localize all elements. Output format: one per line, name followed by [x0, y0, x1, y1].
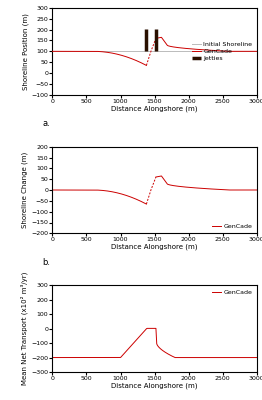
GenCade [222, 49, 225, 54]
GenCade [164, 41, 167, 46]
GenCade [213, 48, 216, 53]
GenCade [223, 187, 227, 192]
Line: GenCade: GenCade [156, 37, 257, 51]
Legend: GenCade: GenCade [210, 222, 254, 230]
GenCade [255, 188, 258, 192]
Initial Shoreline [51, 49, 54, 54]
GenCade [164, 180, 167, 184]
Legend: GenCade: GenCade [210, 288, 254, 296]
GenCade [167, 44, 170, 48]
GenCade [128, 345, 131, 350]
Y-axis label: Shoreline Position (m): Shoreline Position (m) [22, 13, 29, 90]
X-axis label: Distance Alongshore (m): Distance Alongshore (m) [111, 105, 198, 112]
X-axis label: Distance Alongshore (m): Distance Alongshore (m) [111, 382, 198, 389]
GenCade [228, 188, 231, 192]
GenCade [228, 49, 231, 54]
GenCade [160, 35, 163, 40]
GenCade [213, 187, 216, 192]
GenCade [142, 329, 145, 334]
GenCade [255, 355, 258, 360]
Text: a.: a. [43, 119, 50, 128]
X-axis label: Distance Alongshore (m): Distance Alongshore (m) [111, 244, 198, 250]
Legend: Initial Shoreline, GenCade, Jetties: Initial Shoreline, GenCade, Jetties [190, 40, 254, 62]
GenCade [99, 355, 102, 360]
GenCade [178, 46, 182, 50]
GenCade [167, 182, 170, 187]
Line: GenCade: GenCade [52, 328, 257, 358]
Text: b.: b. [42, 258, 50, 266]
GenCade [160, 174, 163, 178]
Y-axis label: Mean Net Transport (x10² m³/yr): Mean Net Transport (x10² m³/yr) [21, 272, 29, 385]
Text: c.: c. [43, 398, 50, 400]
GenCade [223, 49, 227, 54]
GenCade [145, 326, 149, 331]
GenCade [98, 355, 101, 360]
Y-axis label: Shoreline Change (m): Shoreline Change (m) [22, 152, 29, 228]
GenCade [100, 355, 103, 360]
Line: GenCade: GenCade [156, 176, 257, 190]
GenCade [154, 36, 157, 41]
GenCade [255, 49, 258, 54]
GenCade [254, 355, 257, 360]
GenCade [154, 174, 157, 179]
GenCade [222, 187, 225, 192]
GenCade [51, 355, 54, 360]
Initial Shoreline [51, 49, 54, 54]
GenCade [178, 184, 182, 189]
